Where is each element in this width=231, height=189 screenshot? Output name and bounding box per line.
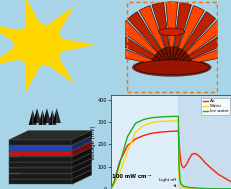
Polygon shape bbox=[9, 147, 91, 157]
Polygon shape bbox=[72, 153, 91, 167]
Polygon shape bbox=[72, 164, 91, 179]
Wedge shape bbox=[171, 56, 190, 67]
Wedge shape bbox=[171, 12, 215, 67]
Polygon shape bbox=[9, 170, 91, 179]
Wedge shape bbox=[111, 31, 171, 67]
Circle shape bbox=[14, 24, 62, 66]
Wedge shape bbox=[118, 20, 171, 67]
Ellipse shape bbox=[134, 60, 208, 75]
Polygon shape bbox=[72, 159, 91, 173]
Wedge shape bbox=[107, 43, 171, 67]
Wedge shape bbox=[139, 6, 171, 67]
Wedge shape bbox=[154, 53, 171, 67]
Polygon shape bbox=[42, 110, 46, 125]
Polygon shape bbox=[33, 108, 37, 123]
Polygon shape bbox=[44, 8, 72, 36]
Wedge shape bbox=[165, 47, 171, 67]
Polygon shape bbox=[9, 146, 72, 151]
Polygon shape bbox=[52, 108, 57, 123]
Wedge shape bbox=[171, 20, 224, 67]
Polygon shape bbox=[9, 140, 72, 145]
Polygon shape bbox=[26, 0, 41, 31]
Polygon shape bbox=[9, 142, 91, 151]
Polygon shape bbox=[52, 110, 56, 125]
Wedge shape bbox=[171, 47, 177, 67]
Polygon shape bbox=[9, 136, 91, 146]
Wedge shape bbox=[171, 60, 191, 67]
Wedge shape bbox=[171, 43, 231, 67]
Wedge shape bbox=[171, 50, 185, 67]
Wedge shape bbox=[171, 48, 181, 67]
Ellipse shape bbox=[131, 58, 210, 77]
Polygon shape bbox=[57, 38, 92, 51]
Polygon shape bbox=[48, 110, 52, 125]
Wedge shape bbox=[169, 47, 173, 67]
Wedge shape bbox=[161, 48, 171, 67]
Wedge shape bbox=[152, 56, 171, 67]
Polygon shape bbox=[44, 53, 72, 81]
Polygon shape bbox=[9, 159, 91, 168]
Bar bbox=[178, 95, 231, 189]
Wedge shape bbox=[157, 50, 171, 67]
Polygon shape bbox=[43, 108, 47, 123]
Text: Light off: Light off bbox=[158, 177, 175, 186]
Polygon shape bbox=[72, 170, 91, 184]
Polygon shape bbox=[9, 168, 72, 173]
Wedge shape bbox=[151, 2, 171, 67]
Wedge shape bbox=[171, 6, 204, 67]
Y-axis label: Voltage (mV): Voltage (mV) bbox=[91, 125, 96, 160]
Wedge shape bbox=[171, 31, 231, 67]
Ellipse shape bbox=[158, 28, 184, 36]
Polygon shape bbox=[38, 110, 42, 125]
Polygon shape bbox=[37, 108, 41, 123]
Polygon shape bbox=[9, 157, 72, 162]
Polygon shape bbox=[9, 151, 72, 156]
Wedge shape bbox=[151, 60, 171, 67]
Polygon shape bbox=[26, 59, 41, 91]
Polygon shape bbox=[9, 179, 72, 184]
Polygon shape bbox=[9, 162, 72, 167]
Text: 100 mW cm⁻²: 100 mW cm⁻² bbox=[111, 174, 151, 179]
Polygon shape bbox=[9, 164, 91, 174]
Polygon shape bbox=[33, 110, 37, 125]
Wedge shape bbox=[171, 53, 188, 67]
Polygon shape bbox=[72, 136, 91, 151]
Wedge shape bbox=[127, 12, 171, 67]
Polygon shape bbox=[28, 110, 33, 125]
Polygon shape bbox=[0, 25, 24, 44]
Polygon shape bbox=[57, 108, 61, 123]
Polygon shape bbox=[9, 153, 91, 162]
Polygon shape bbox=[72, 142, 91, 156]
Polygon shape bbox=[9, 174, 72, 179]
Wedge shape bbox=[165, 2, 177, 67]
Wedge shape bbox=[171, 2, 191, 67]
Polygon shape bbox=[9, 131, 91, 140]
Polygon shape bbox=[0, 46, 24, 65]
Legend: Air, Water, Ice water: Air, Water, Ice water bbox=[201, 98, 229, 115]
Polygon shape bbox=[72, 147, 91, 162]
Polygon shape bbox=[72, 131, 91, 145]
Polygon shape bbox=[47, 108, 51, 123]
